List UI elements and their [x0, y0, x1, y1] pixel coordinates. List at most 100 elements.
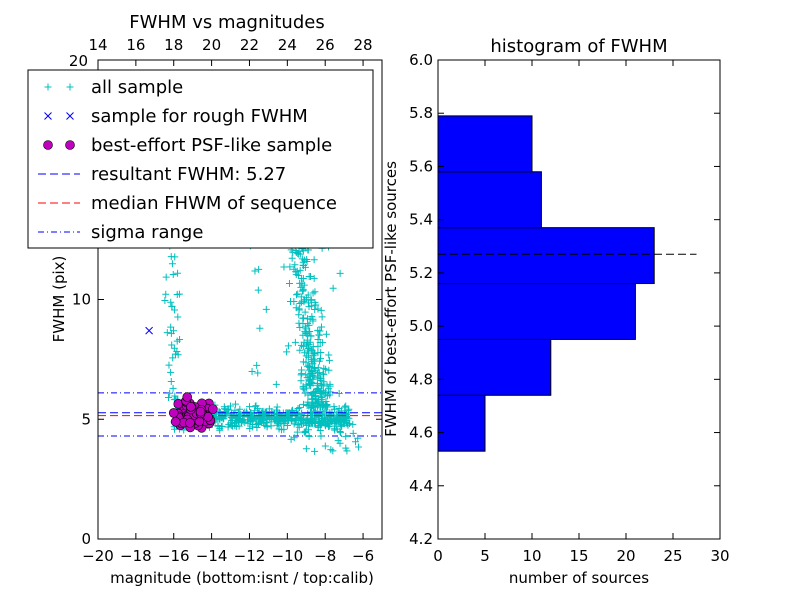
histogram-y-tick-label: 4.4 [409, 477, 433, 495]
all-sample-point [286, 263, 294, 271]
scatter-x-tick-label: −10 [272, 547, 304, 565]
all-sample-point [296, 346, 304, 354]
all-sample-point [225, 406, 233, 414]
all-sample-point [305, 402, 313, 410]
all-sample-point [292, 291, 300, 299]
all-sample-point [247, 412, 255, 420]
legend-entry: best-effort PSF-like sample [43, 135, 332, 156]
all-sample-point [318, 313, 326, 321]
all-sample-point [231, 400, 239, 408]
all-sample-point [299, 287, 307, 295]
all-sample-point [309, 317, 317, 325]
all-sample-point [302, 371, 310, 379]
all-sample-point [174, 269, 182, 277]
scatter-top-x-tick-label: 28 [354, 36, 373, 54]
all-sample-point [305, 273, 313, 281]
all-sample-point [294, 249, 302, 257]
scatter-x-tick-label: −16 [158, 547, 190, 565]
all-sample-point [296, 279, 304, 287]
all-sample-point [305, 321, 313, 329]
all-sample-point [302, 358, 310, 366]
scatter-x-tick-label: −6 [352, 547, 374, 565]
histogram-y-tick-label: 4.2 [409, 530, 433, 548]
all-sample-point [322, 330, 330, 338]
all-sample-point [302, 329, 310, 337]
all-sample-point [336, 427, 344, 435]
all-sample-point [290, 434, 298, 442]
all-sample-point [314, 342, 322, 350]
histogram-bar [437, 227, 655, 285]
all-sample-point [301, 429, 309, 437]
all-sample-point [277, 413, 285, 421]
all-sample-point [296, 266, 304, 274]
all-sample-point [165, 361, 173, 369]
histogram-y-label: FWHM of best-effort PSF-like sources [382, 161, 400, 437]
all-sample-point [314, 305, 322, 313]
all-sample-point [315, 331, 323, 339]
all-sample-point [258, 408, 266, 416]
scatter-x-tick-label: −14 [196, 547, 228, 565]
all-sample-point [168, 260, 176, 268]
scatter-top-x-tick-label: 20 [202, 36, 221, 54]
histogram-y-tick-label: 4.6 [409, 424, 433, 442]
histogram-y-tick-label: 5.6 [409, 157, 433, 175]
all-sample-point [328, 408, 336, 416]
histogram-x-tick-label: 30 [710, 547, 729, 565]
all-sample-point [322, 365, 330, 373]
all-sample-point [228, 422, 236, 430]
scatter-top-x-tick-label: 16 [126, 36, 145, 54]
all-sample-point [315, 384, 323, 392]
rough-sample-point [145, 326, 153, 335]
histogram-y-tick-label: 5.2 [409, 264, 433, 282]
all-sample-point [314, 349, 322, 357]
all-sample-point [311, 298, 319, 306]
scatter-y-tick-label: 5 [81, 410, 91, 428]
all-sample-point [295, 250, 303, 258]
all-sample-point [315, 419, 323, 427]
scatter-x-tick-label: −20 [82, 547, 114, 565]
all-sample-point [161, 297, 169, 305]
all-sample-point [341, 403, 349, 411]
all-sample-point [327, 446, 335, 454]
all-sample-point [296, 323, 304, 331]
all-sample-point [287, 435, 295, 443]
all-sample-point [291, 338, 299, 346]
all-sample-point [305, 380, 313, 388]
all-sample-point [280, 263, 288, 271]
scatter-top-x-tick-label: 18 [164, 36, 183, 54]
all-sample-point [162, 290, 170, 298]
all-sample-point [335, 390, 343, 398]
all-sample-point [315, 398, 323, 406]
all-sample-point [272, 406, 280, 414]
all-sample-point [306, 408, 314, 416]
all-sample-point [311, 447, 319, 455]
all-sample-point [251, 267, 259, 275]
histogram-y-tick-label: 5.0 [409, 317, 433, 335]
all-sample-point [307, 332, 315, 340]
all-sample-point [288, 254, 296, 262]
all-sample-point [248, 367, 256, 375]
all-sample-point [302, 445, 310, 453]
all-sample-point [336, 439, 344, 447]
all-sample-point [278, 415, 286, 423]
legend-marker [66, 112, 74, 120]
scatter-top-x-ticks: 14 16 18 20 22 24 26 28 [88, 36, 373, 66]
all-sample-point [315, 413, 323, 421]
all-sample-point [302, 352, 310, 360]
histogram-bar [437, 338, 552, 396]
all-sample-point [300, 428, 308, 436]
sigma-range-lines [98, 392, 382, 437]
legend-label: sample for rough FWHM [91, 106, 308, 127]
all-sample-point [255, 265, 263, 273]
all-sample-point [345, 405, 353, 413]
all-sample-point [167, 323, 175, 331]
legend-label: sigma range [91, 222, 203, 243]
all-sample-point [290, 420, 298, 428]
all-sample-point [320, 364, 328, 372]
histogram-y-tick-label: 4.8 [409, 370, 433, 388]
all-sample-point [337, 429, 345, 437]
histogram-x-label: number of sources [509, 569, 649, 587]
all-sample-point [305, 327, 313, 335]
all-sample-point [295, 311, 303, 319]
best-effort-points [168, 392, 218, 433]
